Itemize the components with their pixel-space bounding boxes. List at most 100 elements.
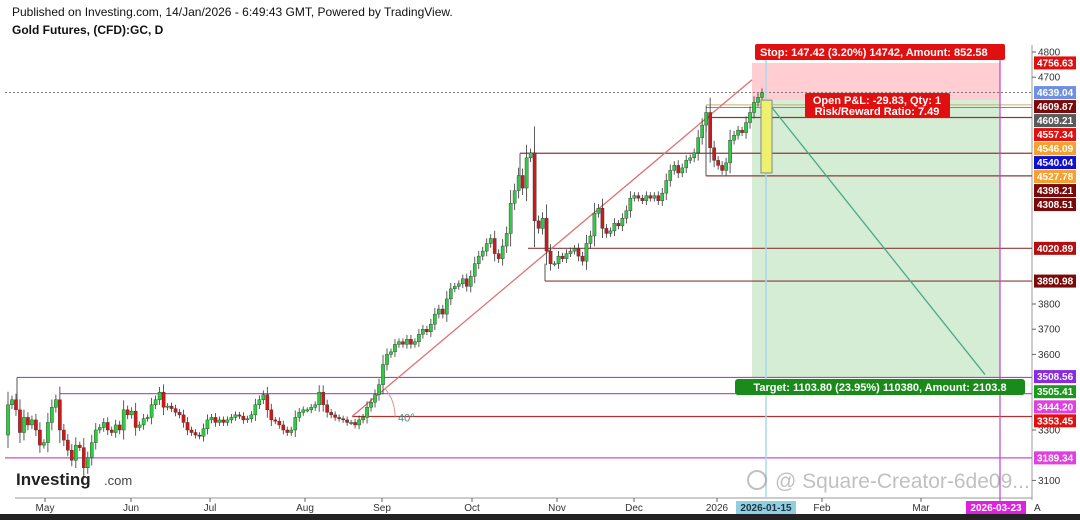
candle-up (121, 409, 126, 431)
candle-down (281, 424, 286, 431)
price-label-bg (1034, 198, 1076, 212)
target-label-bg (735, 379, 1025, 395)
candle-down (105, 422, 110, 431)
candle-down (133, 410, 138, 428)
candle-up (50, 407, 54, 423)
candle-down (237, 414, 242, 417)
candle-up (421, 329, 425, 335)
candle-up (157, 392, 162, 400)
x-tick-label: 2026 (706, 503, 729, 514)
y-tick-label: 4700 (1038, 73, 1061, 84)
candle-down (273, 419, 278, 422)
pnl-label-bg (805, 93, 950, 118)
candle-down (70, 449, 74, 461)
candle-down (34, 419, 38, 431)
candle-up (684, 160, 689, 169)
candle-up (632, 195, 637, 199)
candle-up (381, 364, 385, 385)
trend-line (351, 79, 753, 418)
candle-up (245, 418, 250, 421)
candle-up (752, 102, 756, 113)
candle-up (453, 286, 457, 290)
projection-line (765, 99, 986, 375)
candle-up (393, 344, 397, 353)
candle-down (181, 414, 186, 423)
candle-up (389, 351, 393, 355)
candle-up (165, 405, 170, 408)
candle-up (468, 276, 473, 287)
angle-label: 40° (398, 413, 415, 425)
candle-up (313, 404, 317, 408)
candle-down (496, 253, 501, 259)
candle-up (457, 283, 461, 287)
candle-down (66, 439, 70, 451)
candle-up (369, 402, 373, 408)
candle-up (257, 399, 262, 406)
price-label-bg (1034, 156, 1076, 170)
date-highlight-bg (736, 501, 796, 514)
candle-down (464, 278, 469, 287)
candle-up (660, 192, 665, 201)
candle-down (712, 147, 716, 161)
date-highlight-label: 2026-03-23 (970, 503, 1022, 514)
candle-down (58, 399, 62, 431)
candle-up (728, 139, 732, 164)
candle-up (460, 278, 465, 285)
candle-up (89, 442, 94, 458)
x-tick-label: May (36, 503, 55, 514)
candle-up (620, 218, 625, 227)
candle-down (676, 165, 681, 174)
candle-up (413, 341, 417, 345)
candle-up (361, 417, 365, 421)
price-label-bg (1034, 86, 1076, 100)
candle-up (524, 157, 529, 189)
x-tick-label: Feb (813, 503, 831, 514)
bottom-bar (0, 514, 1080, 520)
price-label: 4540.04 (1037, 158, 1074, 169)
candle-up (668, 170, 673, 181)
candle-down (520, 175, 525, 189)
candle-up (596, 208, 601, 214)
candle-up (688, 157, 692, 161)
price-label-bg (1034, 100, 1076, 114)
candle-up (30, 419, 34, 426)
candle-up (42, 442, 46, 446)
candle-down (177, 412, 182, 416)
x-tick-label: Nov (548, 503, 566, 514)
candle-down (720, 165, 724, 171)
stop-label: Stop: 147.42 (3.20%) 14742, Amount: 852.… (760, 47, 988, 59)
candle-down (14, 399, 18, 411)
candle-down (656, 195, 661, 201)
candle-up (540, 218, 545, 229)
candle-down (26, 417, 30, 426)
price-label-bg (1034, 142, 1076, 156)
candle-down (580, 255, 585, 262)
candle-down (277, 420, 282, 426)
stop-label-bg (755, 44, 1005, 60)
candle-down (329, 412, 333, 416)
candle-up (145, 417, 150, 419)
x-tick-label: Aug (296, 503, 314, 514)
candle-up (724, 162, 728, 171)
candle-up (664, 180, 669, 194)
candle-up (449, 288, 453, 300)
candle-down (716, 160, 720, 166)
price-label-bg (1034, 414, 1076, 428)
candle-down (265, 394, 270, 411)
axis-end-label: A (1034, 503, 1041, 514)
date-highlight-bg (966, 501, 1026, 514)
candle-up (429, 323, 433, 332)
candle-down (544, 218, 549, 252)
candle-down (38, 429, 42, 446)
x-tick-label: Jun (123, 503, 139, 514)
candle-down (536, 220, 541, 229)
candle-up (552, 263, 557, 266)
candle-up (385, 354, 389, 365)
candle-down (648, 195, 653, 199)
candle-up (644, 195, 649, 201)
candle-up (85, 457, 90, 469)
watermark: @ Square-Creator-6de09... (775, 470, 1030, 493)
candle-down (173, 408, 178, 413)
open-pnl-label: Open P&L: -29.83, Qty: 1 (813, 95, 941, 107)
